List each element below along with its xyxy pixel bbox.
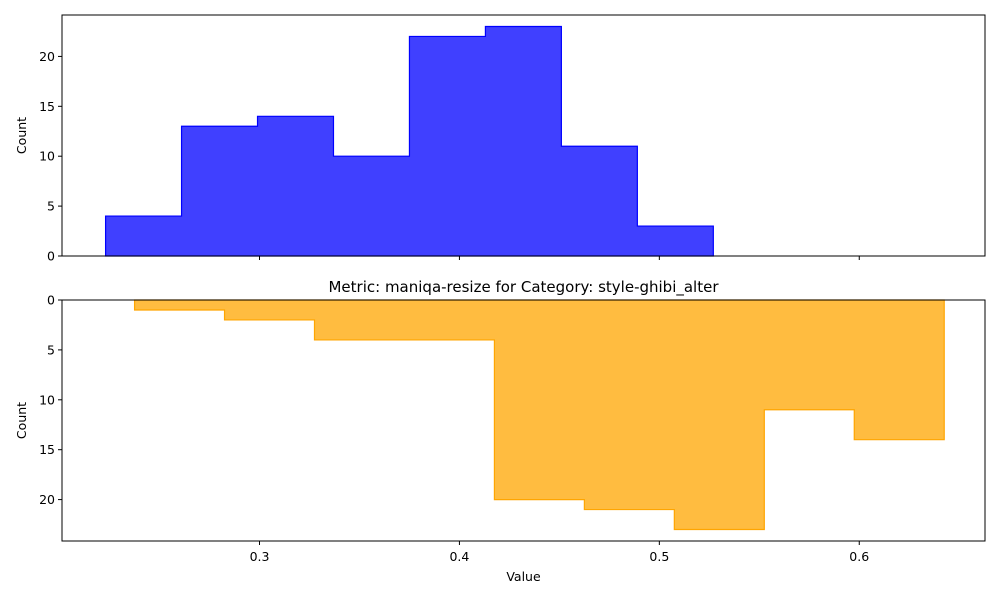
bottom-ytick-label: 10 xyxy=(39,392,55,407)
bottom-histogram-area xyxy=(133,299,945,531)
top-axes-frame xyxy=(61,14,986,257)
top-ytick-label: 20 xyxy=(39,49,55,64)
bottom-xtick-label: 0.3 xyxy=(250,549,270,564)
top-ytick-label: 10 xyxy=(39,149,55,164)
top-ytick-label: 5 xyxy=(47,199,55,214)
bottom-ytick-label: 5 xyxy=(47,342,55,357)
bottom-xtick-label: 0.6 xyxy=(849,549,869,564)
top-ylabel: Count xyxy=(14,117,29,154)
top-histogram-area xyxy=(104,25,714,257)
top-ytick-label: 0 xyxy=(47,249,55,264)
bottom-ylabel: Count xyxy=(14,402,29,439)
bottom-xtick-label: 0.4 xyxy=(449,549,469,564)
top-ytick-label: 15 xyxy=(39,99,55,114)
bottom-axes-frame xyxy=(61,299,986,542)
top-histogram-panel: 0 5 10 15 20 Count xyxy=(14,14,986,264)
bottom-ytick-label: 15 xyxy=(39,442,55,457)
bottom-xtick-label: 0.5 xyxy=(649,549,669,564)
bottom-xlabel: Value xyxy=(506,569,541,584)
bottom-ytick-label: 20 xyxy=(39,492,55,507)
bottom-ytick-label: 0 xyxy=(47,293,55,308)
bottom-histogram-panel: 0 5 10 15 20 0.3 0.4 0.5 0.6 Count Value Metric: ma… xyxy=(14,278,986,584)
bottom-chart-title: Metric: maniqa-resize for Category: styl… xyxy=(328,278,719,297)
